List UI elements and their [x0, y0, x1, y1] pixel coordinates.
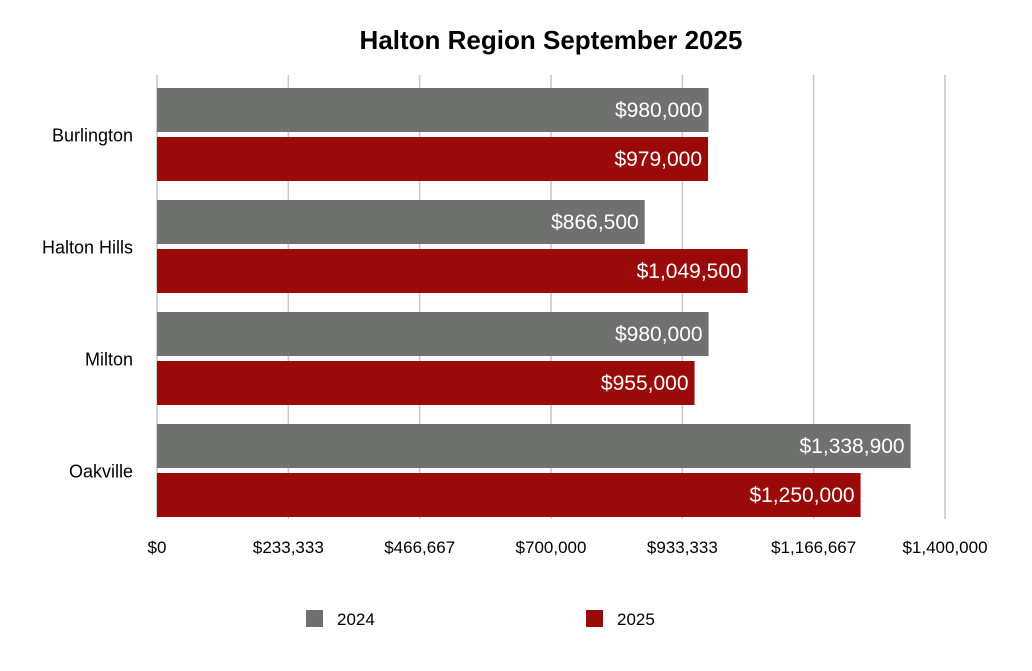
bar-2024 [157, 312, 709, 356]
data-label: $866,500 [551, 211, 639, 234]
legend-label: 2025 [617, 610, 655, 629]
bar-2025 [157, 249, 748, 293]
category-label: Burlington [52, 126, 133, 146]
data-label: $979,000 [614, 148, 702, 171]
value-axis: $0 $233,333 $466,667 $700,000 $933,333 $1,166… [148, 538, 988, 557]
legend-swatch [306, 610, 323, 627]
category-label: Halton Hills [42, 238, 133, 258]
bar-2025 [157, 361, 695, 405]
legend-label: 2024 [337, 610, 375, 629]
x-tick-label: $933,333 [647, 538, 718, 557]
data-label: $1,049,500 [637, 260, 742, 283]
x-tick-label: $700,000 [516, 538, 587, 557]
chart-title: Halton Region September 2025 [360, 25, 743, 55]
category-axis: Burlington Halton Hills Milton Oakville [42, 126, 133, 482]
data-label: $1,250,000 [749, 484, 854, 507]
data-label: $1,338,900 [800, 435, 905, 458]
category-label: Milton [85, 350, 133, 370]
data-label: $980,000 [615, 99, 703, 122]
x-tick-label: $466,667 [384, 538, 455, 557]
x-tick-label: $1,166,667 [771, 538, 856, 557]
bars [157, 88, 911, 517]
bar-2024 [157, 88, 709, 132]
category-label: Oakville [69, 462, 133, 482]
data-label: $980,000 [615, 323, 703, 346]
legend: 2024 2025 [306, 610, 655, 629]
bar-2024 [157, 200, 645, 244]
legend-swatch [586, 610, 603, 627]
bar-2025 [157, 473, 861, 517]
x-tick-label: $0 [148, 538, 167, 557]
data-label: $955,000 [601, 372, 689, 395]
data-labels: $980,000 $979,000 $866,500 $1,049,500 $980,0… [551, 99, 904, 507]
bar-2025 [157, 137, 709, 181]
x-tick-label: $233,333 [253, 538, 324, 557]
x-tick-label: $1,400,000 [902, 538, 987, 557]
bar-2024 [157, 424, 911, 468]
